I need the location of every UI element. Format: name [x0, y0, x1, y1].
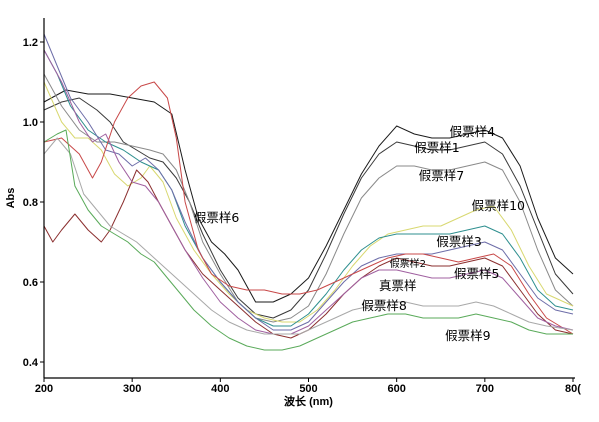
series-label-2: 假票样1: [414, 140, 459, 155]
x-tick-label: 200: [35, 383, 53, 395]
series-lines: [43, 33, 574, 351]
x-tick-label: 400: [211, 383, 229, 395]
y-tick-label: 1.0: [23, 117, 38, 129]
series-line-3: [43, 73, 574, 323]
y-tick-label: 0.6: [23, 277, 38, 289]
series-label-9: 真票样: [379, 278, 417, 293]
y-tick-label: 0.8: [23, 197, 38, 209]
x-tick-label: 80(: [565, 383, 581, 395]
series-line-4: [43, 81, 574, 323]
series-label-7: 假票样2: [390, 257, 426, 270]
series-label-11: 假票样9: [445, 328, 491, 343]
series-label-10: 假票样8: [361, 298, 407, 313]
series-line-5: [43, 49, 574, 327]
series-label-8: 假票样5: [454, 266, 499, 281]
series-line-8: [43, 81, 574, 335]
series-line-6: [43, 33, 574, 331]
x-tick-label: 500: [299, 383, 317, 395]
x-tick-label: 700: [476, 383, 494, 395]
y-axis-ticks: 0.4 0.6 0.8 1.0 1.2: [23, 37, 44, 369]
x-tick-label: 600: [387, 383, 405, 395]
series-label-3: 假票样7: [419, 168, 464, 183]
y-tick-label: 0.4: [23, 357, 39, 369]
series-line-9: [43, 49, 574, 335]
series-label-4: 假票样10: [472, 198, 525, 213]
x-axis-title: 波长 (nm): [284, 394, 333, 408]
x-tick-label: 300: [123, 383, 141, 395]
series-line-11: [43, 129, 573, 351]
y-axis-title: Abs: [5, 188, 17, 209]
series-label-6: 假票样3: [436, 234, 481, 249]
series-label-1: 假票样4: [450, 124, 496, 139]
series-label-5: 假票样6: [194, 210, 240, 225]
series-line-10: [43, 137, 574, 335]
series-line-1: [43, 89, 574, 303]
y-tick-label: 1.2: [23, 37, 38, 49]
x-axis-ticks: 200 300 400 500 600 700 80(: [35, 378, 581, 395]
